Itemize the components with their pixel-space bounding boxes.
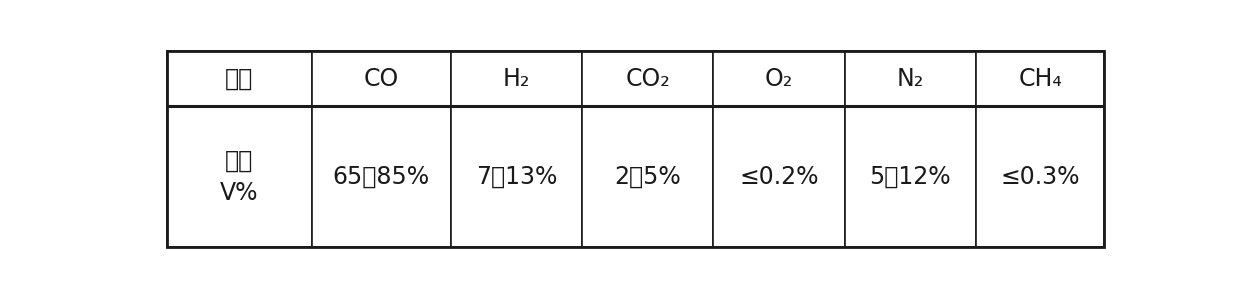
Bar <box>450 52 582 106</box>
Text: 2～5%: 2～5% <box>614 165 681 189</box>
Text: 成分: 成分 <box>226 67 253 91</box>
Text: 组成
V%: 组成 V% <box>219 149 258 205</box>
Bar <box>166 52 312 106</box>
Bar <box>582 52 713 106</box>
Bar <box>312 106 450 247</box>
Bar <box>713 52 844 106</box>
Text: H₂: H₂ <box>502 67 529 91</box>
Text: CO₂: CO₂ <box>625 67 670 91</box>
Text: O₂: O₂ <box>765 67 794 91</box>
Text: 65～85%: 65～85% <box>332 165 430 189</box>
Text: 5～12%: 5～12% <box>869 165 951 189</box>
Bar <box>844 106 976 247</box>
Bar <box>166 52 1105 247</box>
Text: CO: CO <box>363 67 399 91</box>
Bar <box>312 52 450 106</box>
Text: N₂: N₂ <box>897 67 924 91</box>
Bar <box>976 106 1105 247</box>
Bar <box>166 106 312 247</box>
Text: 7～13%: 7～13% <box>476 165 557 189</box>
Bar <box>976 52 1105 106</box>
Bar <box>713 106 844 247</box>
Bar <box>582 106 713 247</box>
Text: ≤0.3%: ≤0.3% <box>1001 165 1080 189</box>
Bar <box>844 52 976 106</box>
Text: ≤0.2%: ≤0.2% <box>739 165 818 189</box>
Bar <box>450 106 582 247</box>
Text: CH₄: CH₄ <box>1018 67 1063 91</box>
